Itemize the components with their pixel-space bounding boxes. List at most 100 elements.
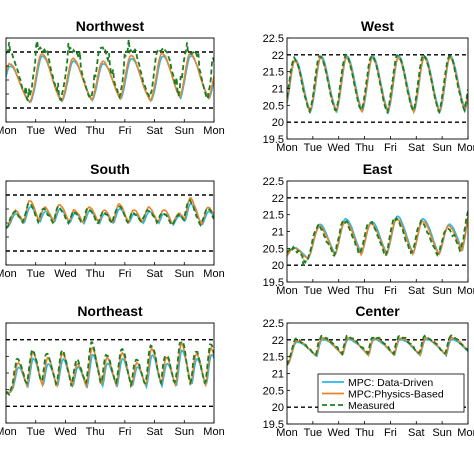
series-data-driven bbox=[287, 338, 468, 366]
x-tick-label: Mon bbox=[276, 142, 297, 154]
x-tick-label: Sat bbox=[408, 142, 425, 154]
x-tick-label: Mon bbox=[203, 125, 224, 137]
series-measured bbox=[287, 210, 468, 266]
panel-title: East bbox=[363, 161, 393, 177]
y-tick-label: 22 bbox=[272, 50, 284, 62]
x-tick-label: Wed bbox=[328, 427, 350, 439]
series-data-driven bbox=[6, 349, 214, 394]
y-tick-label: 22.5 bbox=[263, 318, 284, 330]
axes-frame bbox=[5, 37, 215, 123]
x-tick-label: Wed bbox=[54, 426, 76, 438]
x-tick-label: Mon bbox=[0, 268, 17, 280]
x-tick-label: Fri bbox=[384, 142, 397, 154]
series-physics-based bbox=[6, 51, 214, 104]
y-tick-label: 20.5 bbox=[263, 100, 284, 112]
x-tick-label: Sun bbox=[174, 268, 194, 280]
x-tick-label: Sat bbox=[408, 285, 425, 297]
y-tick-label: 19.5 bbox=[263, 277, 284, 289]
series-measured bbox=[6, 198, 214, 229]
x-tick-label: Sat bbox=[146, 125, 163, 137]
x-tick-label: Sun bbox=[432, 427, 452, 439]
y-tick-label: 21 bbox=[272, 84, 284, 96]
x-tick-label: Tue bbox=[304, 142, 323, 154]
x-tick-label: Thu bbox=[86, 426, 105, 438]
x-tick-label: Fri bbox=[384, 427, 397, 439]
panel-title: Center bbox=[355, 303, 400, 319]
x-tick-label: Thu bbox=[355, 427, 374, 439]
y-tick-label: 20 bbox=[272, 260, 284, 272]
panel-south: South Mon Tue Wed Thu Fri Sat Sun Mon bbox=[0, 161, 225, 280]
series-measured bbox=[6, 39, 214, 102]
y-tick-label: 20.5 bbox=[263, 385, 284, 397]
x-tick-label: Sun bbox=[174, 426, 194, 438]
x-tick-label: Sat bbox=[408, 427, 425, 439]
y-tick-label: 22.5 bbox=[263, 176, 284, 188]
panels: Northwest Mon Tue Wed Thu Fri Sat Sun Mon West Mon… bbox=[0, 18, 474, 439]
x-tick-label: Mon bbox=[0, 125, 17, 137]
x-tick-label: Mon bbox=[203, 426, 224, 438]
panel-west: WestMonTueWedThuFriSatSunMon19.52020.521… bbox=[263, 18, 474, 154]
legend-label: MPC:Physics-Based bbox=[348, 389, 444, 401]
y-tick-label: 20.5 bbox=[263, 243, 284, 255]
x-tick-label: Sat bbox=[146, 268, 163, 280]
x-tick-label: Mon bbox=[457, 427, 474, 439]
x-tick-label: Mon bbox=[457, 285, 474, 297]
panel-title: South bbox=[90, 161, 130, 177]
x-tick-label: Thu bbox=[355, 142, 374, 154]
series-measured bbox=[287, 334, 468, 366]
x-tick-label: Tue bbox=[304, 427, 323, 439]
panel-title: Northeast bbox=[77, 303, 143, 319]
panel-title: Northwest bbox=[76, 18, 145, 34]
x-tick-label: Fri bbox=[118, 426, 131, 438]
x-tick-label: Wed bbox=[328, 142, 350, 154]
x-tick-label: Tue bbox=[26, 268, 45, 280]
x-tick-label: Sun bbox=[174, 125, 194, 137]
y-tick-label: 21.5 bbox=[263, 352, 284, 364]
x-tick-label: Fri bbox=[118, 125, 131, 137]
panel-east: EastMonTueWedThuFriSatSunMon19.52020.521… bbox=[263, 161, 474, 297]
x-tick-label: Sun bbox=[432, 285, 452, 297]
y-tick-label: 21 bbox=[272, 227, 284, 239]
panel-title: West bbox=[361, 18, 395, 34]
x-tick-label: Mon bbox=[203, 268, 224, 280]
x-tick-label: Thu bbox=[355, 285, 374, 297]
y-tick-label: 19.5 bbox=[263, 419, 284, 431]
x-tick-label: Tue bbox=[304, 285, 323, 297]
series-measured bbox=[6, 339, 214, 396]
y-tick-label: 21.5 bbox=[263, 67, 284, 79]
y-tick-label: 20 bbox=[272, 117, 284, 129]
series-physics-based bbox=[6, 196, 214, 229]
x-tick-label: Wed bbox=[328, 285, 350, 297]
x-tick-label: Mon bbox=[0, 426, 17, 438]
legend-label: MPC: Data-Driven bbox=[348, 377, 433, 389]
x-tick-label: Thu bbox=[86, 268, 105, 280]
panel-northwest: Northwest Mon Tue Wed Thu Fri Sat Sun Mon bbox=[0, 18, 225, 137]
panel-center: CenterMonTueWedThuFriSatSunMon19.52020.5… bbox=[263, 303, 474, 439]
y-tick-label: 22.5 bbox=[263, 33, 284, 45]
series-measured bbox=[287, 52, 468, 115]
series-physics-based bbox=[287, 56, 468, 115]
x-tick-label: Sun bbox=[432, 142, 452, 154]
x-tick-label: Fri bbox=[118, 268, 131, 280]
x-tick-label: Tue bbox=[26, 125, 45, 137]
y-tick-label: 22 bbox=[272, 193, 284, 205]
y-tick-label: 21 bbox=[272, 369, 284, 381]
panel-northeast: Northeast Mon Tue Wed Thu Fri Sat Sun Mon bbox=[0, 303, 225, 438]
x-tick-label: Fri bbox=[384, 285, 397, 297]
y-tick-label: 19.5 bbox=[263, 134, 284, 146]
legend-label: Measured bbox=[348, 400, 395, 412]
x-tick-label: Thu bbox=[86, 125, 105, 137]
x-tick-label: Tue bbox=[26, 426, 45, 438]
x-tick-label: Mon bbox=[276, 285, 297, 297]
x-tick-label: Wed bbox=[54, 125, 76, 137]
series-physics-based bbox=[287, 216, 468, 260]
axes-frame bbox=[5, 180, 215, 266]
y-tick-label: 22 bbox=[272, 335, 284, 347]
x-tick-label: Mon bbox=[276, 427, 297, 439]
legend: MPC: Data-DrivenMPC:Physics-BasedMeasure… bbox=[317, 373, 465, 413]
y-tick-label: 21.5 bbox=[263, 210, 284, 222]
x-tick-label: Wed bbox=[54, 268, 76, 280]
y-tick-label: 20 bbox=[272, 402, 284, 414]
axes-frame bbox=[5, 322, 215, 424]
